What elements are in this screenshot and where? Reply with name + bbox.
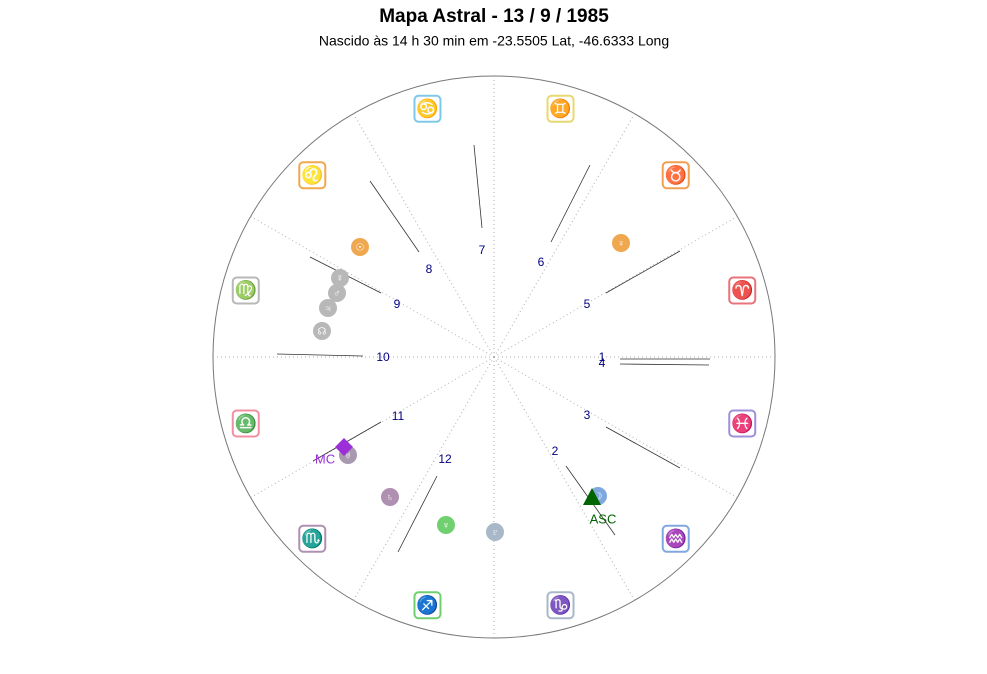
house-cusp bbox=[550, 164, 591, 243]
planet bbox=[351, 238, 369, 256]
sign-box bbox=[231, 409, 260, 438]
sign-glyph: ♑ bbox=[549, 594, 571, 615]
sign-box bbox=[661, 161, 690, 190]
sign-box bbox=[413, 94, 442, 123]
house-cusp bbox=[619, 363, 710, 366]
planet-glyph: ♆ bbox=[442, 521, 450, 532]
house-cusp bbox=[473, 144, 483, 229]
planet-glyph: ♅ bbox=[344, 451, 352, 462]
planet bbox=[319, 299, 337, 317]
planet-glyph: ♀ bbox=[617, 239, 625, 250]
sign-glyph: ♊ bbox=[549, 98, 571, 119]
midheaven-label: MC bbox=[315, 451, 335, 466]
sign-glyph: ♈ bbox=[731, 279, 753, 300]
planet-glyph: ♇ bbox=[491, 528, 499, 539]
planet-glyph: ☿ bbox=[336, 274, 344, 285]
planet bbox=[381, 488, 399, 506]
house-number: 11 bbox=[392, 409, 405, 423]
house-number: 5 bbox=[584, 297, 591, 311]
ascendant-label: ASC bbox=[590, 511, 617, 526]
title: Mapa Astral - 13 / 9 / 1985 bbox=[379, 6, 609, 27]
house-cusp bbox=[397, 475, 438, 553]
sector-divider bbox=[353, 356, 495, 601]
house-number: 3 bbox=[584, 408, 591, 422]
house-number: 12 bbox=[438, 452, 452, 466]
sign-glyph: ♍ bbox=[235, 279, 257, 300]
sector-divider bbox=[250, 216, 495, 358]
sign-glyph: ♓ bbox=[731, 412, 753, 433]
planet-glyph: ♂ bbox=[333, 289, 341, 300]
sign-box bbox=[231, 276, 260, 305]
house-cusp bbox=[369, 180, 420, 253]
planet-glyph: ♃ bbox=[324, 304, 332, 315]
planet-glyph: ☊ bbox=[318, 327, 327, 338]
sign-box bbox=[728, 409, 757, 438]
house-number: 7 bbox=[479, 243, 486, 257]
planet bbox=[486, 523, 504, 541]
house-cusp bbox=[605, 426, 681, 469]
sign-box bbox=[413, 591, 442, 620]
sign-glyph: ♏ bbox=[301, 527, 323, 548]
sign-box bbox=[546, 591, 575, 620]
sector-divider bbox=[493, 356, 738, 498]
midheaven-marker bbox=[335, 438, 353, 456]
house-number: 2 bbox=[552, 444, 559, 458]
sign-box bbox=[298, 161, 327, 190]
sign-box bbox=[298, 524, 327, 553]
house-cusp bbox=[276, 353, 364, 357]
house-number: 1 bbox=[599, 350, 606, 364]
house-number: 9 bbox=[394, 297, 401, 311]
planet bbox=[437, 516, 455, 534]
planet-glyph: ☉ bbox=[356, 243, 365, 254]
sign-glyph: ♎ bbox=[235, 412, 257, 433]
sector-divider bbox=[493, 113, 635, 358]
sector-divider bbox=[493, 216, 738, 358]
sector-divider bbox=[493, 356, 635, 601]
sign-glyph: ♒ bbox=[665, 527, 687, 548]
sign-box bbox=[546, 94, 575, 123]
sector-divider bbox=[353, 113, 495, 358]
sign-box bbox=[661, 524, 690, 553]
planet bbox=[612, 234, 630, 252]
planet bbox=[328, 284, 346, 302]
sign-glyph: ♌ bbox=[301, 164, 323, 185]
sign-glyph: ♐ bbox=[416, 594, 438, 615]
sign-glyph: ♋ bbox=[416, 98, 438, 119]
house-number: 6 bbox=[538, 255, 545, 269]
house-number: 8 bbox=[426, 262, 433, 276]
planet-glyph: ☽ bbox=[594, 492, 603, 503]
sign-glyph: ♉ bbox=[665, 164, 687, 185]
sign-box bbox=[728, 276, 757, 305]
house-number: 4 bbox=[599, 356, 606, 370]
house-cusp bbox=[605, 250, 681, 294]
ascendant-marker bbox=[583, 488, 601, 505]
planet bbox=[313, 322, 331, 340]
subtitle: Nascido às 14 h 30 min em -23.5505 Lat, … bbox=[319, 33, 669, 49]
house-number: 10 bbox=[376, 350, 390, 364]
planet-glyph: ♄ bbox=[386, 493, 394, 504]
planet bbox=[331, 269, 349, 287]
